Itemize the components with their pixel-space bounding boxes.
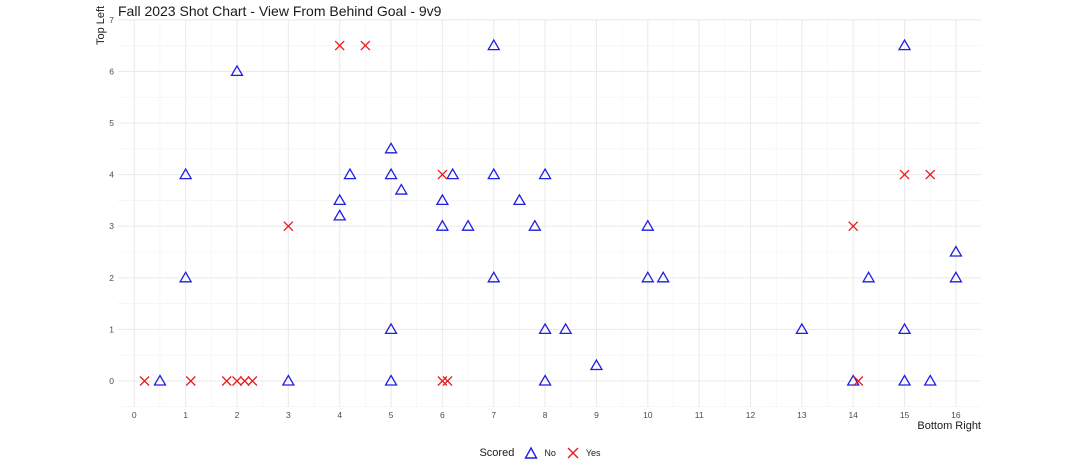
data-point-no: [949, 245, 963, 257]
svg-text:15: 15: [900, 410, 910, 420]
svg-text:1: 1: [109, 324, 114, 334]
data-point-no: [153, 374, 167, 386]
data-point-yes: [848, 221, 859, 232]
data-point-no: [528, 219, 542, 231]
svg-text:3: 3: [109, 221, 114, 231]
svg-text:0: 0: [132, 410, 137, 420]
data-point-no: [559, 322, 573, 335]
data-point-no: [394, 183, 408, 195]
legend-label-yes: Yes: [585, 448, 601, 458]
data-point-yes: [853, 376, 864, 386]
svg-text:7: 7: [491, 410, 496, 420]
data-point-yes: [139, 376, 150, 386]
data-point-yes: [232, 376, 242, 386]
data-point-no: [487, 271, 501, 283]
y-axis-ticks: 0 1 2 3 4 5 6 7: [109, 15, 114, 386]
data-point-no: [487, 167, 501, 180]
grid-lines: [118, 19, 981, 408]
data-point-no: [538, 167, 552, 180]
svg-text:9: 9: [594, 410, 599, 420]
data-point-yes: [437, 169, 448, 180]
data-point-no: [897, 322, 912, 335]
data-point-no: [384, 374, 398, 386]
svg-text:5: 5: [109, 118, 114, 128]
data-point-no: [512, 193, 527, 206]
x-axis-ticks: 0 1 2 3 4 5 6 7 8 9 10 11 12 13 14 15 16: [132, 410, 961, 420]
data-point-no: [435, 219, 450, 231]
svg-text:8: 8: [543, 410, 548, 420]
data-point-yes: [185, 376, 196, 386]
svg-text:10: 10: [643, 410, 653, 420]
data-point-no: [435, 193, 450, 206]
svg-text:0: 0: [109, 376, 114, 386]
svg-text:14: 14: [848, 410, 858, 420]
data-point-no: [487, 38, 501, 51]
svg-text:6: 6: [440, 410, 445, 420]
svg-text:6: 6: [109, 66, 114, 76]
svg-text:1: 1: [183, 410, 188, 420]
legend-label-no: No: [544, 448, 556, 458]
data-point-no: [230, 64, 244, 77]
data-point-no: [641, 271, 655, 283]
x-mark-icon: [567, 447, 579, 459]
svg-text:16: 16: [951, 410, 961, 420]
svg-text:7: 7: [109, 15, 114, 25]
data-point-yes: [334, 40, 345, 51]
data-point-yes: [283, 221, 294, 232]
data-point-no: [949, 271, 963, 283]
chart-title: Fall 2023 Shot Chart - View From Behind …: [118, 3, 442, 19]
x-axis-label: Bottom Right: [917, 420, 981, 432]
data-point-no: [656, 271, 670, 283]
data-point-no: [281, 374, 295, 386]
data-point-yes: [360, 40, 371, 51]
data-point-no: [333, 209, 347, 221]
svg-text:13: 13: [797, 410, 807, 420]
data-point-no: [333, 193, 347, 206]
data-point-yes: [899, 169, 910, 180]
svg-text:4: 4: [109, 170, 114, 180]
data-point-no: [446, 167, 460, 180]
data-point-yes: [925, 169, 936, 180]
svg-text:5: 5: [389, 410, 394, 420]
data-point-no: [343, 167, 357, 180]
legend-item-yes: Yes: [566, 446, 601, 460]
svg-text:3: 3: [286, 410, 291, 420]
data-point-yes: [239, 376, 250, 386]
triangle-icon: [524, 446, 539, 459]
data-point-yes: [221, 376, 232, 386]
data-point-no: [897, 374, 912, 386]
data-point-no: [589, 358, 604, 371]
legend-item-no: No: [524, 446, 556, 460]
data-point-no: [923, 374, 937, 386]
data-point-no: [384, 142, 398, 154]
legend: Scored No Yes: [0, 446, 1080, 460]
data-point-no: [179, 167, 193, 180]
svg-text:12: 12: [746, 410, 756, 420]
data-point-no: [384, 167, 398, 180]
data-point-no: [897, 38, 912, 51]
svg-text:2: 2: [109, 273, 114, 283]
svg-text:2: 2: [235, 410, 240, 420]
data-point-no: [795, 322, 809, 335]
data-point-yes: [442, 376, 453, 386]
data-point-no: [641, 219, 655, 231]
data-point-yes: [247, 376, 258, 386]
y-axis-label: Top Left: [95, 5, 107, 45]
data-points: [139, 38, 963, 386]
svg-text:11: 11: [695, 410, 704, 420]
data-point-no: [179, 271, 193, 283]
data-point-no: [461, 219, 475, 231]
data-point-no: [538, 322, 552, 335]
legend-title: Scored: [479, 447, 515, 459]
data-point-no: [384, 322, 398, 335]
data-point-no: [861, 271, 876, 283]
data-point-no: [538, 374, 552, 386]
data-point-no: [846, 374, 860, 386]
svg-text:4: 4: [337, 410, 342, 420]
